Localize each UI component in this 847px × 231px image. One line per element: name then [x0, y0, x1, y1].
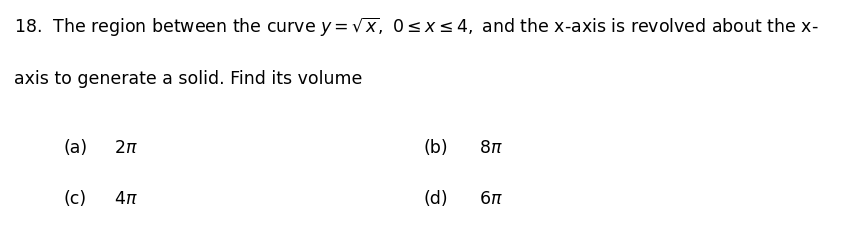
Text: (d): (d)	[424, 189, 448, 207]
Text: (c): (c)	[64, 189, 86, 207]
Text: (b): (b)	[424, 139, 448, 157]
Text: 18.  The region between the curve $y = \sqrt{x},\ 0 \leq x \leq 4,$ and the x-ax: 18. The region between the curve $y = \s…	[14, 16, 818, 39]
Text: (a): (a)	[64, 139, 87, 157]
Text: 4$\pi$: 4$\pi$	[114, 189, 138, 207]
Text: 2$\pi$: 2$\pi$	[114, 139, 138, 157]
Text: 8$\pi$: 8$\pi$	[479, 139, 502, 157]
Text: 6$\pi$: 6$\pi$	[479, 189, 502, 207]
Text: axis to generate a solid. Find its volume: axis to generate a solid. Find its volum…	[14, 69, 362, 87]
